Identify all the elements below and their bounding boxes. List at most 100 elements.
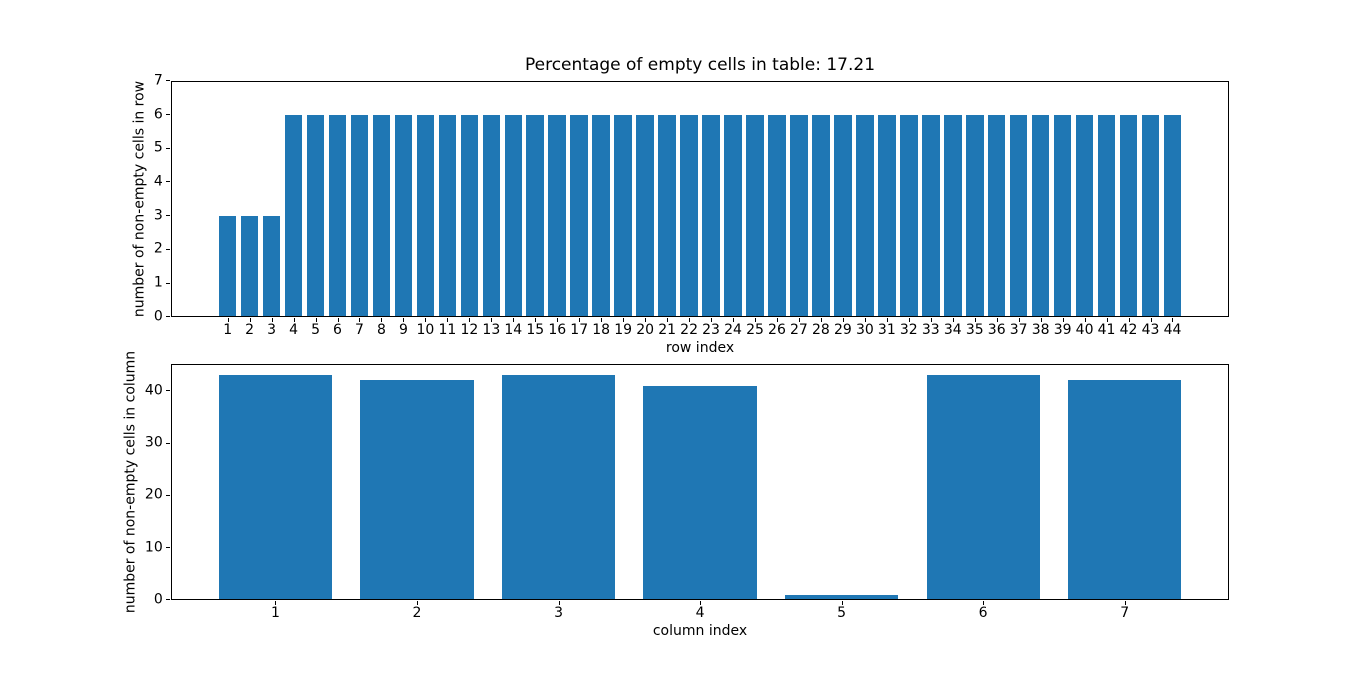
x-tick-42 (1128, 317, 1130, 322)
y-tick-label-10: 10 (144, 539, 163, 556)
x-tick-29 (842, 317, 844, 322)
y-tick-label-7: 7 (153, 72, 163, 89)
y-tick-label-30: 30 (144, 434, 163, 451)
x-tick-13 (491, 317, 493, 322)
x-tick-23 (711, 317, 713, 322)
x-tick-label-11: 11 (438, 321, 457, 338)
x-tick-label-4: 4 (289, 321, 299, 338)
y-tick-40 (165, 390, 170, 392)
x-tick-36 (996, 317, 998, 322)
x-tick-25 (755, 317, 756, 322)
bar-x30 (856, 114, 874, 317)
y-axis-label-nonempty-cells-in-column: number of non-empty cells in column (122, 350, 139, 614)
y-tick-label-2: 2 (153, 240, 163, 257)
y-tick-label-5: 5 (153, 139, 163, 156)
bar-x28 (812, 114, 830, 317)
x-tick-12 (469, 317, 471, 322)
bar-x9 (394, 114, 413, 317)
column-bar-chart: 1 2 3 4 5 6 7 0 10 20 30 40 (145, 364, 1230, 620)
x-tick-16 (557, 317, 559, 322)
x-tick-4 (293, 317, 295, 322)
x-tick-label-17: 17 (570, 321, 589, 338)
bar-x37 (1009, 114, 1028, 317)
x-tick-24 (733, 317, 735, 322)
x-tick-20 (645, 317, 647, 322)
x-tick-label-23: 23 (702, 321, 720, 338)
x-tick-14 (513, 317, 515, 322)
bar-x11 (438, 114, 457, 317)
x-tick-label-30: 30 (855, 321, 874, 338)
x-tick-21 (667, 317, 669, 322)
bar-x33 (922, 114, 940, 317)
y-tick-0 (165, 599, 170, 601)
bar-x12 (460, 114, 479, 317)
y-tick-label-20: 20 (144, 486, 163, 503)
y-tick-label-6: 6 (153, 106, 163, 123)
bar-x7 (1068, 380, 1182, 600)
bar-x6 (328, 114, 347, 317)
x-tick-label-33: 33 (921, 321, 940, 338)
y-tick-label-1: 1 (153, 274, 163, 291)
y-tick-20 (165, 494, 170, 496)
x-axis-label-row-index: row index (665, 340, 735, 356)
x-tick-label-16: 16 (548, 321, 567, 338)
bar-x6 (926, 375, 1040, 600)
bar-x10 (416, 114, 435, 317)
bar-x42 (1119, 114, 1138, 317)
bar-x27 (790, 114, 808, 317)
x-tick-label-41: 41 (1097, 321, 1116, 338)
x-tick-22 (689, 317, 691, 322)
x-tick-label-10: 10 (416, 321, 435, 338)
y-tick-3 (165, 215, 170, 217)
x-tick-43 (1150, 317, 1152, 322)
x-tick-label-4: 4 (695, 604, 705, 621)
bar-x3 (262, 215, 281, 317)
x-tick-label-2: 2 (412, 604, 422, 621)
bar-x26 (768, 114, 786, 317)
x-tick-label-40: 40 (1075, 321, 1094, 338)
x-tick-30 (864, 317, 866, 322)
x-tick-label-28: 28 (812, 321, 830, 338)
y-tick-30 (165, 442, 170, 444)
x-tick-label-9: 9 (398, 321, 408, 338)
y-tick-label-0: 0 (153, 308, 163, 325)
x-tick-27 (798, 317, 800, 322)
x-tick-18 (601, 317, 603, 322)
x-tick-label-26: 26 (768, 321, 786, 338)
y-tick-0 (165, 316, 170, 318)
y-axis-label-nonempty-cells-in-row: number of non-empty cells in row (131, 80, 148, 318)
bar-x3 (501, 375, 616, 600)
bar-x8 (372, 114, 391, 317)
x-tick-label-6: 6 (333, 321, 342, 338)
x-tick-35 (974, 317, 976, 322)
x-tick-33 (930, 317, 932, 322)
bar-x44 (1163, 114, 1182, 317)
bar-x21 (658, 114, 676, 317)
bar-x31 (878, 114, 896, 317)
x-tick-label-7: 7 (355, 321, 364, 338)
x-tick-label-15: 15 (526, 321, 545, 338)
bar-x35 (965, 114, 984, 317)
x-tick-label-8: 8 (377, 321, 386, 338)
x-tick-label-1: 1 (271, 604, 280, 621)
x-tick-9 (403, 317, 405, 322)
bar-x40 (1075, 114, 1094, 317)
x-tick-label-39: 39 (1053, 321, 1072, 338)
y-tick-10 (165, 547, 170, 549)
x-tick-44 (1172, 317, 1174, 322)
x-tick-label-3: 3 (267, 321, 277, 338)
bar-x5 (306, 114, 325, 317)
x-tick-3 (558, 600, 560, 605)
x-tick-label-27: 27 (790, 321, 808, 338)
y-tick-5 (165, 147, 170, 149)
chart-title: Percentage of empty cells in table: 17.2… (524, 55, 876, 75)
bar-x34 (943, 114, 962, 317)
y-tick-label-0: 0 (153, 591, 163, 608)
bar-x20 (636, 114, 654, 317)
x-tick-label-1: 1 (223, 321, 233, 338)
x-tick-label-31: 31 (877, 321, 896, 338)
x-axis-label-column-index: column index (652, 623, 748, 639)
x-tick-28 (820, 317, 822, 322)
bar-x15 (526, 114, 545, 317)
row-bar-chart: 1 2 3 4 5 6 7 8 9 10 11 12 13 14 15 16 17 18 19 20 21 22 23 24 2… (154, 73, 1230, 337)
